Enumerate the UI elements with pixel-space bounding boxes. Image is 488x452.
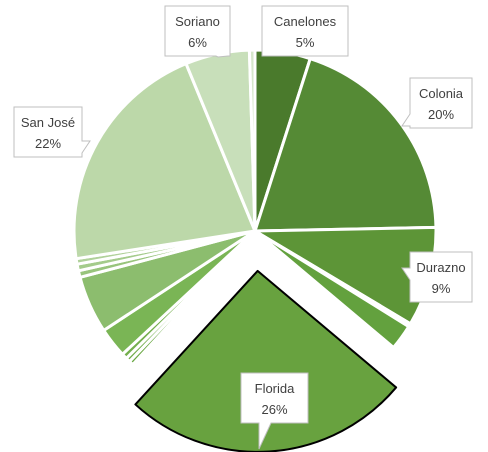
data-label-soriano: Soriano 6% (164, 5, 231, 58)
data-label-florida: Florida 26% (240, 372, 309, 450)
data-label-percent: 5% (296, 35, 315, 50)
data-label-box (261, 5, 349, 57)
data-label-percent: 6% (188, 35, 207, 50)
pie-slice-segment-4 (253, 229, 411, 350)
data-label-box (401, 251, 473, 303)
data-label-category: Colonia (419, 86, 464, 101)
data-label-category: Soriano (175, 14, 220, 29)
data-label-canelones: Canelones 5% (261, 5, 349, 57)
data-label-category: San José (21, 115, 75, 130)
labels-layer: Canelones 5% Colonia 20% Durazno 9% Florida 26%… (13, 5, 473, 450)
data-label-durazno: Durazno 9% (401, 251, 473, 303)
data-label-category: Durazno (416, 260, 465, 275)
data-label-box (164, 5, 231, 58)
pie-slice-segment-16 (247, 48, 257, 233)
data-label-san-jos-: San José 22% (13, 106, 91, 158)
data-label-percent: 26% (261, 402, 287, 417)
pie-slice-florida (134, 269, 398, 452)
data-label-percent: 20% (428, 107, 454, 122)
slices-layer (72, 48, 438, 452)
data-label-box (401, 77, 473, 129)
pie-slice-colonia (253, 57, 438, 233)
pie-slice-san-jos- (72, 62, 257, 261)
data-label-percent: 9% (432, 281, 451, 296)
data-label-box (13, 106, 91, 158)
data-label-category: Florida (255, 381, 296, 396)
data-label-percent: 22% (35, 136, 61, 151)
data-label-box (240, 372, 309, 450)
data-label-colonia: Colonia 20% (401, 77, 473, 129)
data-label-category: Canelones (274, 14, 337, 29)
